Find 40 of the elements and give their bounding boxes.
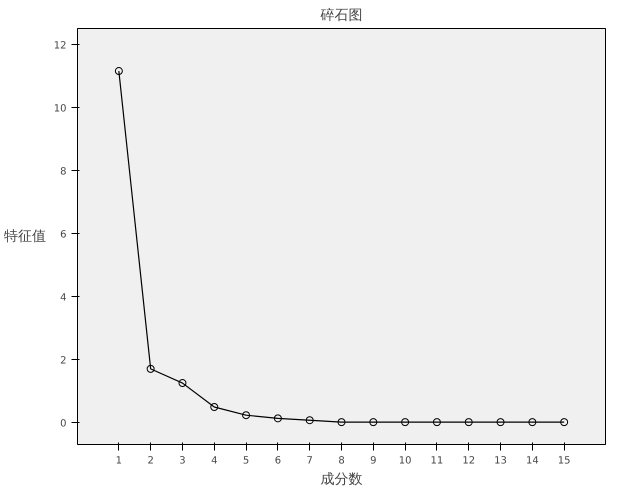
point [306,416,314,424]
point [432,418,441,426]
point [210,403,218,411]
y-tick-label: 2 [60,355,67,366]
y-tick-label: 10 [54,103,67,114]
point [146,364,155,373]
x-axis-title: 成分数 [320,472,362,488]
x-tick-label: 3 [179,456,186,466]
x-tick-label: 12 [462,456,476,466]
x-tick-label: 15 [558,456,571,466]
point [178,379,186,388]
y-tick-label: 8 [60,166,67,178]
point [401,418,410,426]
x-tick-label: 8 [338,456,345,466]
point [528,418,536,426]
x-tick-label: 10 [398,456,412,466]
x-tick-label: 2 [147,456,154,466]
x-tick-label: 6 [274,456,282,466]
x-tick-label: 7 [306,456,313,466]
x-tick-label: 13 [494,456,507,466]
point [496,418,505,426]
point [114,67,123,76]
point [338,418,346,426]
x-tick-label: 9 [370,456,376,466]
point [242,411,250,420]
x-tick-label: 14 [526,456,539,466]
y-tick-label: 4 [60,292,67,304]
x-tick-label: 1 [116,456,122,466]
y-tick-label: 6 [60,229,67,240]
chart-title: 碎石图 [320,8,362,24]
y-tick-label: 12 [54,40,67,52]
x-tick-label: 4 [211,456,218,466]
point [369,418,378,426]
x-tick-label: 5 [242,456,250,466]
point [464,418,473,426]
y-axis-title: 特征值 [4,228,46,244]
x-tick-label: 11 [430,456,444,466]
point [274,414,282,422]
y-tick-label: 0 [60,418,67,430]
point [560,418,568,426]
